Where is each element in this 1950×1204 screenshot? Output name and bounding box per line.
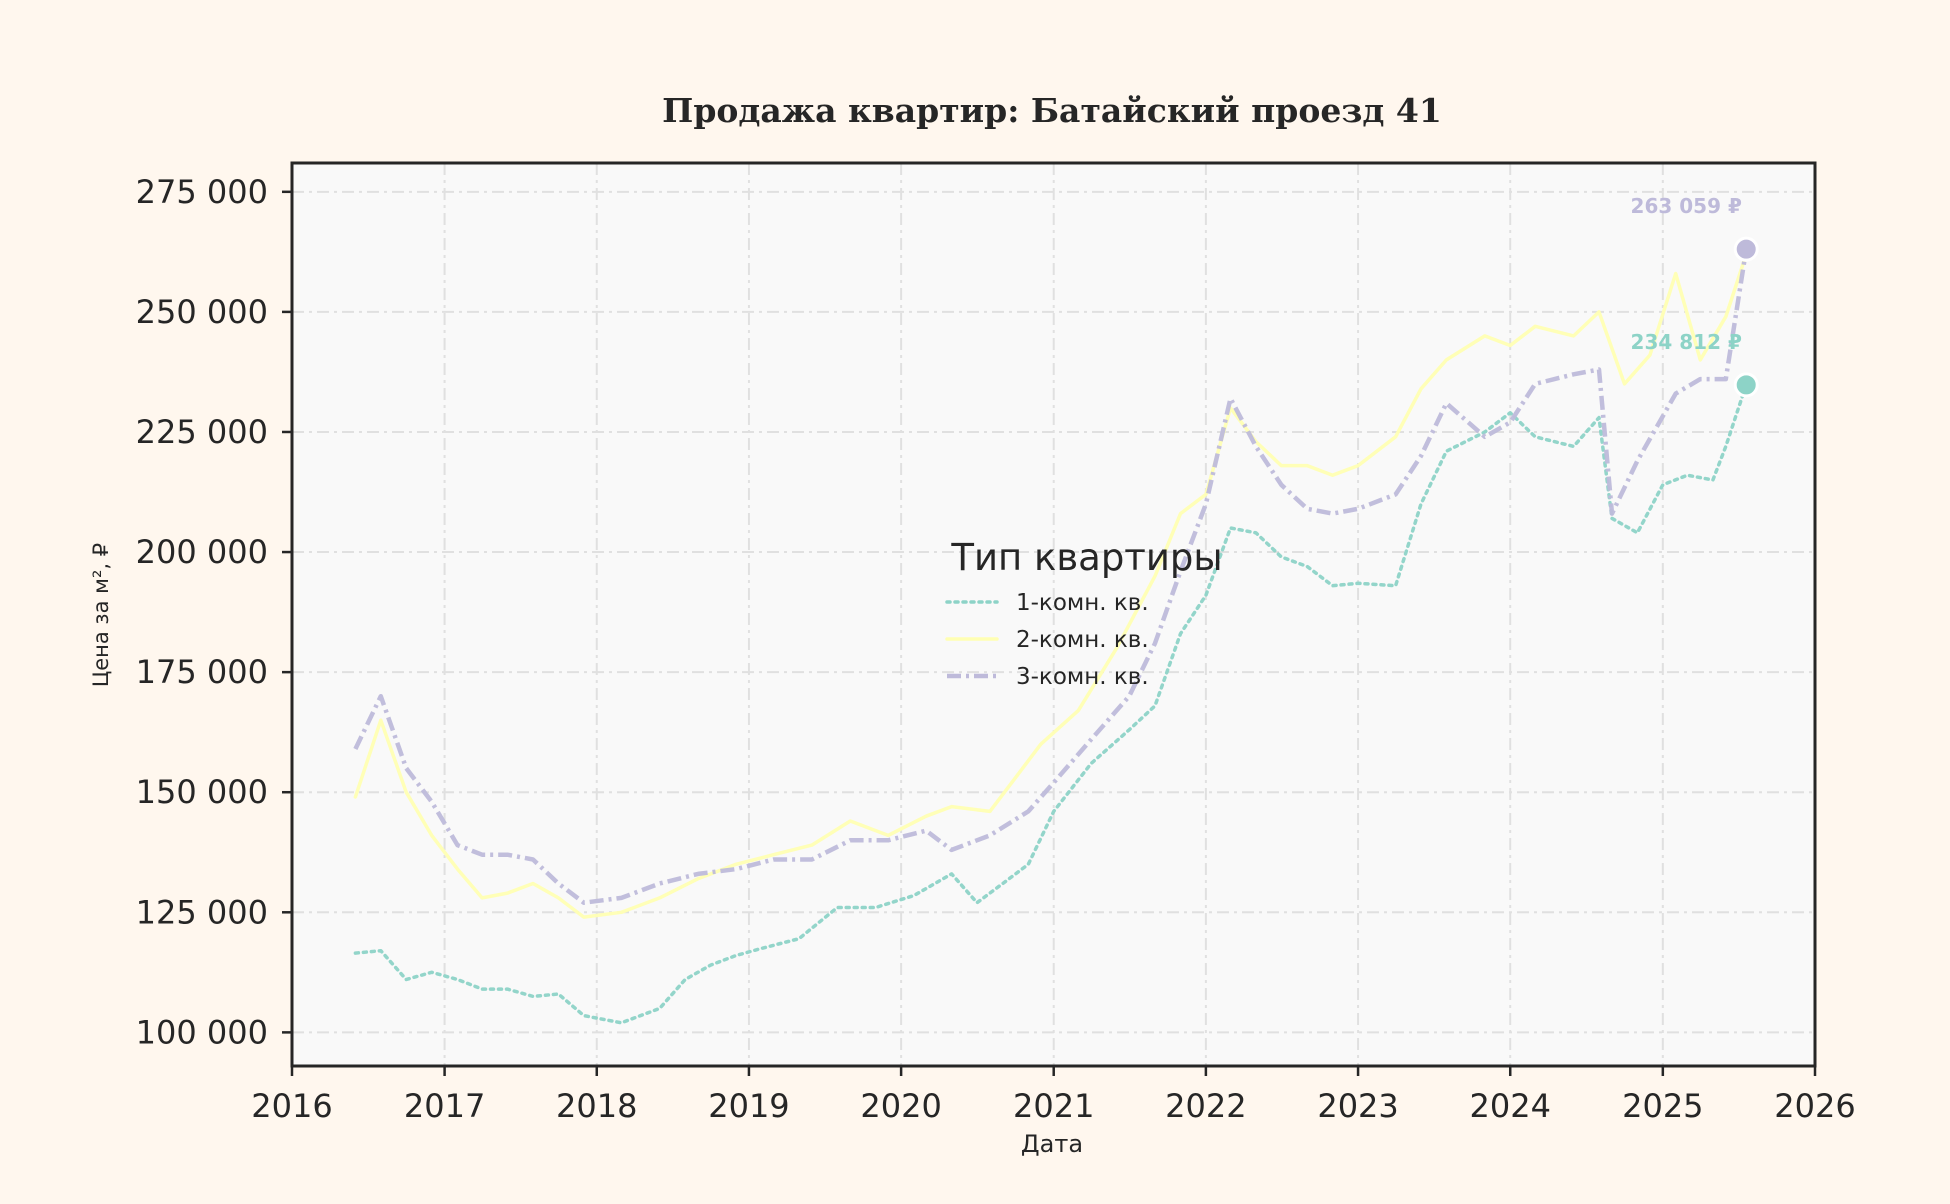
end-point-label-2: 234 812 ₽ [1631,330,1742,354]
y-tick-label: 275 000 [136,173,268,211]
y-tick-label: 200 000 [136,533,268,571]
x-tick-label: 2025 [1622,1087,1703,1125]
x-tick-label: 2026 [1774,1087,1855,1125]
legend-title: Тип квартиры [950,536,1222,579]
end-point-marker-2 [1733,372,1759,398]
x-tick-label: 2017 [404,1087,485,1125]
y-tick-label: 100 000 [136,1013,268,1051]
x-tick-label: 2023 [1317,1087,1398,1125]
x-tick-label: 2018 [556,1087,637,1125]
y-tick-label: 250 000 [136,293,268,331]
series-line-1 [353,383,1748,1025]
y-tick-label: 175 000 [136,653,268,691]
legend-label-1: 1-комн. кв. [1016,590,1149,616]
y-tick-label: 150 000 [136,773,268,811]
x-tick-label: 2019 [708,1087,789,1125]
legend-label-3: 3-комн. кв. [1016,664,1149,690]
y-axis-label: Цена за м², ₽ [89,543,113,687]
end-point-label-1: 263 059 ₽ [1631,194,1742,218]
y-tick-label: 125 000 [136,893,268,931]
legend: Тип квартиры 1-комн. кв. 2-комн. кв. 3-комн… [945,536,1223,690]
y-tick-label: 225 000 [136,413,268,451]
chart-title: Продажа квартир: Батайский проезд 41 [662,91,1442,130]
end-point-marker-1 [1733,236,1759,262]
x-axis-label: Дата [1021,1130,1083,1158]
series-line-2 [353,252,1748,919]
x-tick-label: 2024 [1470,1087,1551,1125]
legend-label-2: 2-комн. кв. [1016,627,1149,653]
x-tick-label: 2020 [860,1087,941,1125]
x-tick-label: 2016 [251,1087,332,1125]
series-line-3 [353,248,1749,905]
axes-frame [290,161,1817,1068]
x-tick-label: 2021 [1013,1087,1094,1125]
x-tick-label: 2022 [1165,1087,1246,1125]
